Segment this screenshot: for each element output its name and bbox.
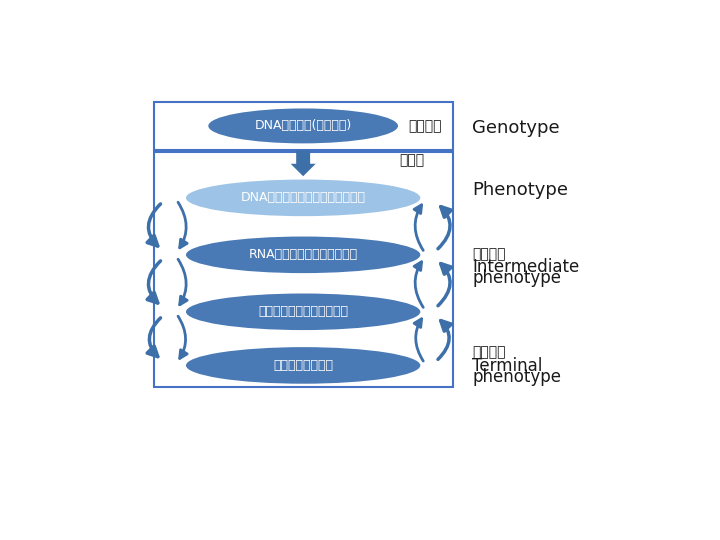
Ellipse shape bbox=[186, 180, 420, 216]
Text: 形質・フェノーム: 形質・フェノーム bbox=[273, 359, 333, 372]
Ellipse shape bbox=[186, 347, 420, 384]
Text: タンパク質・プロテオーム: タンパク質・プロテオーム bbox=[258, 305, 348, 318]
Text: DNA・ゲノム(不変部分): DNA・ゲノム(不変部分) bbox=[255, 119, 352, 132]
Text: DNA・染色体の修飾など可変部分: DNA・染色体の修飾など可変部分 bbox=[240, 191, 366, 204]
Text: phenotype: phenotype bbox=[472, 269, 561, 287]
Ellipse shape bbox=[186, 293, 420, 330]
Text: phenotype: phenotype bbox=[472, 368, 561, 386]
Text: 中間形質: 中間形質 bbox=[472, 247, 505, 261]
FancyArrow shape bbox=[291, 151, 315, 176]
Bar bbox=[154, 102, 453, 150]
Text: 表現型: 表現型 bbox=[400, 153, 425, 167]
Bar bbox=[154, 152, 453, 387]
Text: 遺伝子型: 遺伝子型 bbox=[408, 119, 441, 133]
Text: 最終形質: 最終形質 bbox=[472, 346, 505, 360]
Text: RNA・トランスクリプトーム: RNA・トランスクリプトーム bbox=[248, 248, 358, 261]
Text: Phenotype: Phenotype bbox=[472, 180, 568, 199]
Text: Intermediate: Intermediate bbox=[472, 258, 580, 276]
Ellipse shape bbox=[186, 237, 420, 273]
Text: Genotype: Genotype bbox=[472, 119, 560, 137]
Text: Terminal: Terminal bbox=[472, 357, 543, 375]
Ellipse shape bbox=[208, 109, 398, 144]
